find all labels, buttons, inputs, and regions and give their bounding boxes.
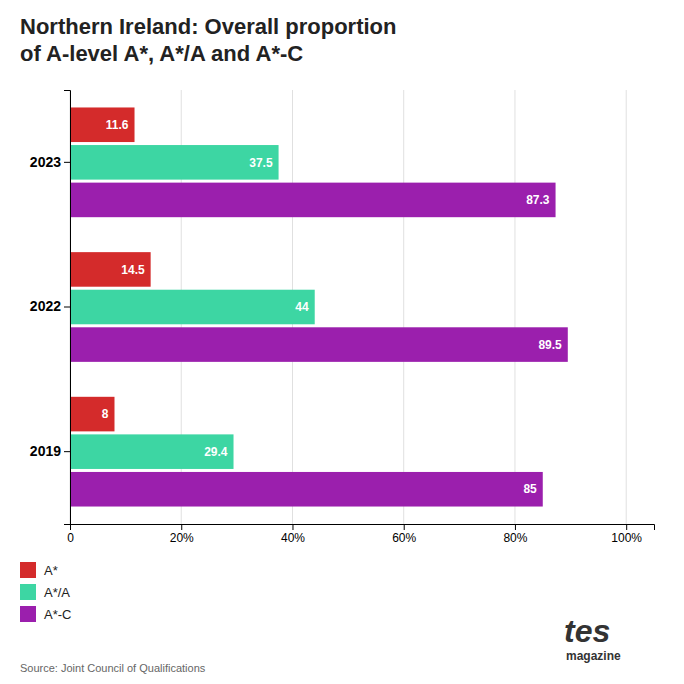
bar — [70, 327, 568, 362]
bar — [70, 472, 543, 507]
x-axis: 0 20% 40% 60% 80% 100% — [67, 524, 654, 545]
plot: 11.6 37.5 87.3 14.5 44 89.5 8 29.4 85 0 20% 40% 60% 8… — [30, 90, 655, 545]
legend-swatch — [20, 584, 36, 600]
x-tick-label: 80% — [503, 531, 527, 545]
grid — [70, 90, 626, 524]
data-label: 37.5 — [249, 156, 273, 170]
x-tick: 100% — [611, 524, 642, 545]
y-tick-mark — [64, 307, 70, 308]
x-axis-line — [71, 525, 655, 531]
x-tick: 20% — [170, 524, 194, 545]
grid-line — [626, 90, 627, 524]
x-tick-mark — [292, 524, 293, 530]
legend-item: A*-C — [20, 606, 71, 622]
legend-label: A*-C — [44, 607, 71, 622]
data-label: 8 — [102, 407, 109, 421]
title: Northern Ireland: Overall proportionof A… — [20, 14, 396, 66]
legend: A* A*/A A*-C — [20, 562, 71, 622]
x-tick-label: 20% — [170, 531, 194, 545]
data-labels: 11.6 37.5 87.3 14.5 44 89.5 8 29.4 85 — [102, 118, 562, 496]
y-tick-label: 2022 — [30, 298, 61, 314]
data-label: 85 — [523, 482, 537, 496]
data-label: 11.6 — [106, 118, 129, 132]
legend-item: A* — [20, 562, 58, 578]
data-label: 44 — [295, 300, 309, 314]
y-tick-label: 2019 — [30, 443, 61, 459]
legend-label: A* — [44, 563, 58, 578]
data-label: 89.5 — [538, 338, 562, 352]
x-tick-mark — [626, 524, 627, 530]
y-tick-label: 2023 — [30, 154, 61, 170]
data-label: 29.4 — [204, 445, 228, 459]
data-label: 87.3 — [526, 193, 550, 207]
x-tick-label: 60% — [392, 531, 416, 545]
x-tick-label: 0 — [67, 531, 74, 545]
x-tick: 80% — [503, 524, 527, 545]
x-tick-mark — [181, 524, 182, 530]
logo-sub: magazine — [566, 649, 621, 663]
bar — [70, 107, 135, 142]
x-tick-label: 100% — [611, 531, 642, 545]
y-axis: 2023 2022 2019 — [30, 91, 71, 525]
grid-line — [514, 90, 515, 524]
y-tick: 2022 — [30, 298, 70, 314]
bar — [70, 252, 151, 287]
x-tick: 60% — [392, 524, 416, 545]
legend-item: A*/A — [20, 584, 70, 600]
chart: Northern Ireland: Overall proportionof A… — [0, 0, 684, 684]
bar — [70, 397, 114, 432]
bar — [70, 434, 234, 469]
y-tick: 2023 — [30, 154, 70, 170]
legend-label: A*/A — [44, 585, 70, 600]
x-tick-mark — [404, 524, 405, 530]
x-tick-label: 40% — [281, 531, 305, 545]
x-tick: 40% — [281, 524, 305, 545]
bars — [70, 107, 568, 506]
title-line: Northern Ireland: Overall proportion — [20, 14, 396, 39]
legend-swatch — [20, 606, 36, 622]
x-tick: 0 — [67, 524, 74, 545]
title-line: of A-level A*, A*/A and A*-C — [20, 41, 303, 66]
bar — [70, 290, 315, 325]
bar — [70, 183, 556, 218]
data-label: 14.5 — [121, 263, 145, 277]
grid-line — [403, 90, 404, 524]
y-axis-line — [64, 91, 71, 525]
logo: tes — [564, 613, 610, 649]
y-tick-mark — [64, 451, 70, 452]
y-tick-mark — [64, 162, 70, 163]
source: Source: Joint Council of Qualifications — [20, 662, 206, 674]
bar — [70, 145, 279, 180]
x-tick-mark — [515, 524, 516, 530]
y-tick: 2019 — [30, 443, 70, 459]
legend-swatch — [20, 562, 36, 578]
